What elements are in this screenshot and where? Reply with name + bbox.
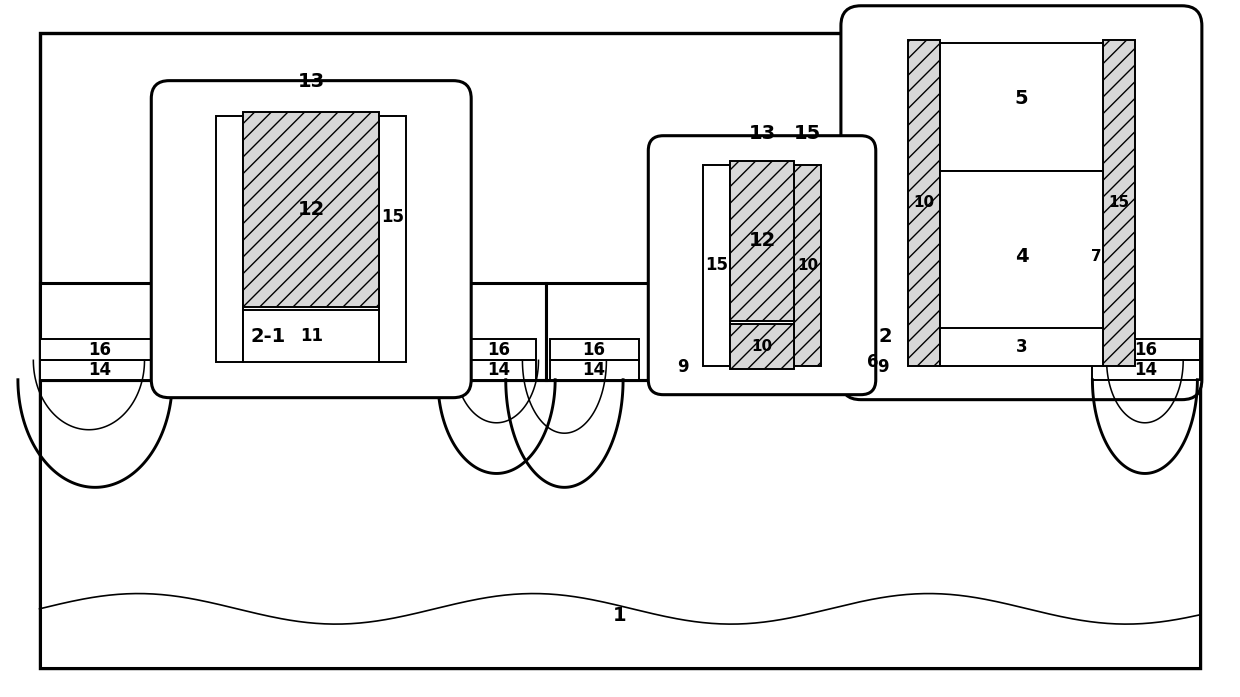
Text: 13: 13 — [298, 72, 325, 91]
FancyBboxPatch shape — [151, 81, 471, 398]
Text: 14: 14 — [1135, 361, 1158, 379]
Text: 12: 12 — [298, 200, 325, 219]
Bar — [40, 339, 160, 360]
Text: 16: 16 — [1135, 341, 1158, 359]
Bar — [463, 339, 536, 360]
Text: 6: 6 — [868, 353, 879, 372]
Text: 2: 2 — [879, 326, 893, 346]
Bar — [40, 282, 546, 380]
Bar — [1102, 40, 1135, 366]
Text: 9: 9 — [877, 358, 889, 376]
FancyBboxPatch shape — [841, 6, 1202, 399]
Bar — [794, 164, 821, 366]
Bar — [243, 112, 379, 307]
Text: 4: 4 — [1014, 247, 1028, 266]
Text: 12: 12 — [749, 231, 776, 250]
Text: 15: 15 — [794, 124, 821, 143]
Text: 9: 9 — [677, 358, 688, 376]
Text: 14: 14 — [88, 361, 112, 379]
Bar — [703, 164, 730, 366]
Bar — [40, 380, 1200, 668]
Bar — [908, 40, 940, 366]
Text: 11: 11 — [300, 328, 322, 345]
Text: 7: 7 — [1091, 249, 1102, 264]
Text: 16: 16 — [583, 341, 605, 359]
Text: 10: 10 — [914, 195, 935, 210]
Text: 5: 5 — [1014, 89, 1028, 108]
Text: 13: 13 — [749, 124, 775, 143]
Text: 2-1: 2-1 — [250, 326, 285, 346]
Bar — [549, 360, 639, 380]
Bar — [1091, 339, 1200, 360]
Bar — [216, 116, 243, 362]
Bar — [463, 360, 536, 380]
Bar — [730, 324, 794, 369]
FancyBboxPatch shape — [649, 136, 875, 395]
Text: 1: 1 — [614, 606, 626, 625]
Text: 15: 15 — [1109, 195, 1130, 210]
Text: 10: 10 — [751, 339, 773, 354]
Text: 15: 15 — [381, 208, 404, 226]
Text: 10: 10 — [797, 258, 818, 273]
Text: 14: 14 — [583, 361, 605, 379]
Text: 15: 15 — [704, 256, 728, 274]
Bar — [940, 43, 1102, 171]
Bar — [940, 328, 1102, 366]
Bar — [546, 282, 1200, 380]
Bar — [940, 171, 1102, 342]
Bar — [730, 161, 794, 321]
Text: 16: 16 — [487, 341, 511, 359]
Bar — [379, 116, 407, 362]
Bar — [40, 360, 160, 380]
Text: 16: 16 — [88, 341, 112, 359]
Text: 14: 14 — [487, 361, 511, 379]
Bar — [549, 339, 639, 360]
Text: 3: 3 — [1016, 338, 1027, 355]
Bar — [243, 310, 379, 362]
Bar — [1091, 360, 1200, 380]
